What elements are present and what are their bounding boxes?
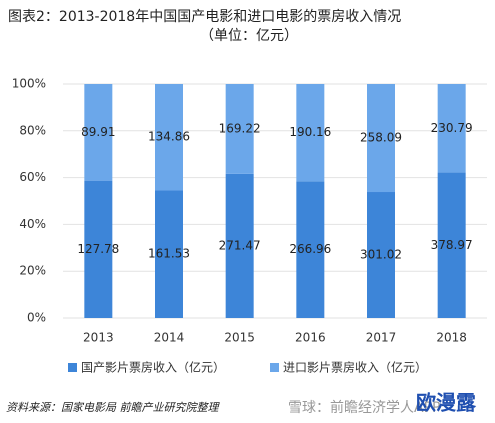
- legend-swatch: [68, 363, 77, 372]
- bar-segment: [296, 181, 325, 318]
- x-tick-label: 2014: [154, 331, 185, 345]
- logo: 欧漫露: [416, 391, 477, 415]
- data-label: 378.97: [431, 238, 473, 252]
- data-label: 169.22: [219, 121, 261, 135]
- bar-segment: [84, 180, 113, 318]
- legend-swatch: [270, 363, 279, 372]
- legend-label: 进口影片票房收入（亿元）: [283, 360, 427, 375]
- data-label: 230.79: [431, 121, 473, 135]
- bar-segment: [437, 172, 466, 318]
- bar-segment: [155, 84, 183, 191]
- bar-segment: [367, 192, 395, 318]
- data-label: 134.86: [148, 130, 190, 144]
- data-label: 190.16: [289, 125, 331, 139]
- bar-segment: [155, 190, 183, 318]
- x-tick-label: 2018: [436, 331, 467, 345]
- x-tick-label: 2013: [83, 331, 114, 345]
- legend-label: 国产影片票房收入（亿元）: [81, 360, 225, 375]
- bar-segment: [225, 173, 254, 318]
- chart-subtitle: （单位：亿元）: [200, 28, 298, 44]
- bar-segment: [437, 84, 466, 173]
- watermark: 雪球：前瞻经济学人APP: [288, 399, 440, 416]
- y-tick-label: 40%: [19, 217, 46, 231]
- y-tick-label: 60%: [19, 170, 46, 184]
- data-label: 127.78: [77, 242, 119, 256]
- y-tick-label: 100%: [12, 77, 46, 91]
- data-label: 161.53: [148, 247, 190, 261]
- x-tick-label: 2017: [366, 331, 397, 345]
- y-tick-label: 80%: [19, 123, 46, 137]
- y-tick-label: 0%: [27, 311, 46, 325]
- data-label: 271.47: [219, 238, 261, 252]
- x-tick-label: 2016: [295, 331, 326, 345]
- bar-segment: [84, 84, 113, 181]
- data-label: 258.09: [360, 131, 402, 145]
- data-label: 301.02: [360, 248, 402, 262]
- source: 资料来源：国家电影局 前瞻产业研究院整理: [6, 401, 220, 414]
- bar-segment: [296, 84, 325, 182]
- bar-segment: [367, 84, 395, 193]
- data-label: 89.91: [81, 125, 115, 139]
- chart-title: 图表2：2013-2018年中国国产电影和进口电影的票房收入情况: [8, 9, 401, 25]
- x-tick-label: 2015: [224, 331, 255, 345]
- y-tick-label: 20%: [19, 264, 46, 278]
- bar-segment: [225, 84, 254, 174]
- data-label: 266.96: [289, 242, 331, 256]
